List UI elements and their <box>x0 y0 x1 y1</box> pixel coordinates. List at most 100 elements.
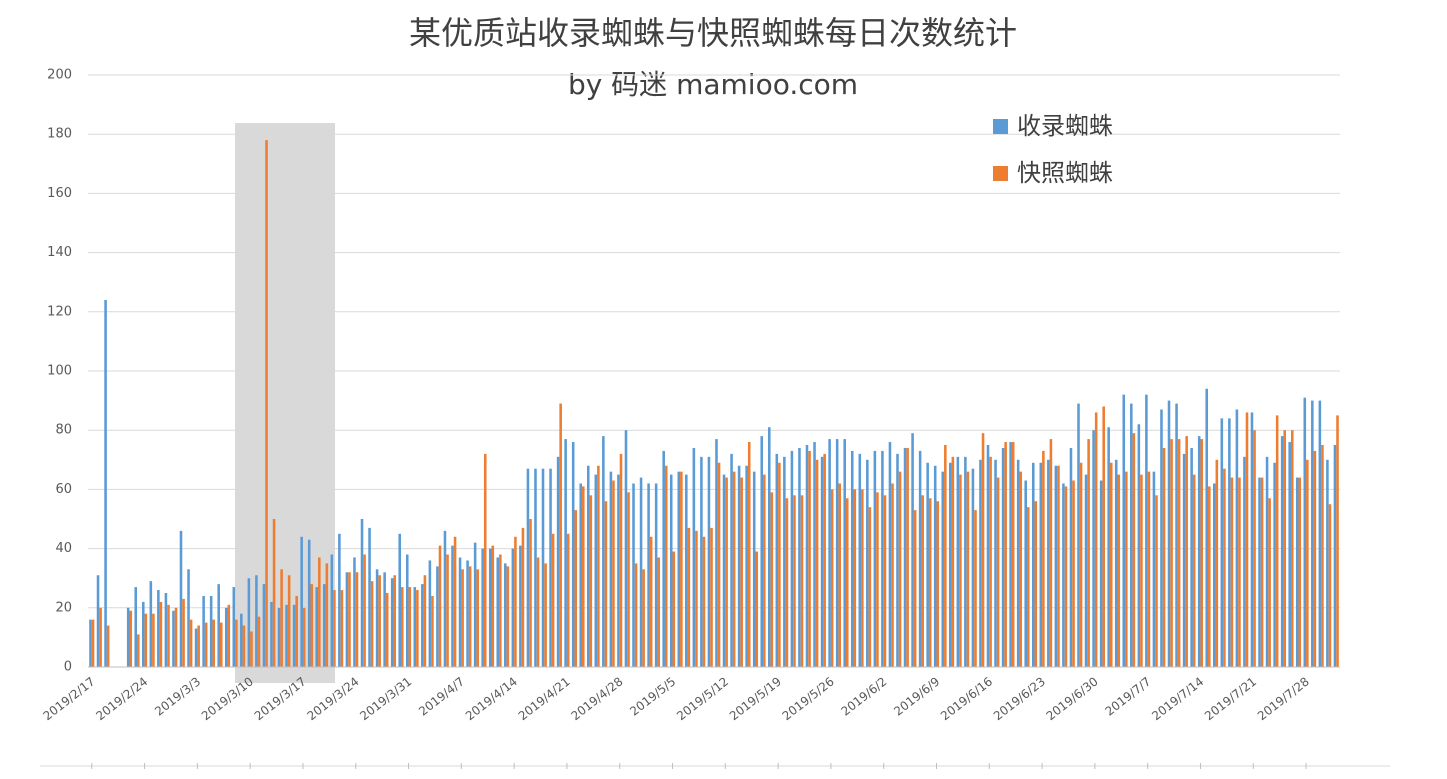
bar <box>310 584 314 667</box>
bar <box>287 575 291 667</box>
bar <box>1147 471 1151 667</box>
bar <box>1057 465 1060 667</box>
bar <box>793 495 796 667</box>
bar <box>393 575 397 667</box>
bar <box>944 445 947 667</box>
bar <box>657 557 660 667</box>
bar <box>830 489 834 667</box>
bar <box>979 459 982 667</box>
bar <box>551 533 555 667</box>
bar <box>142 601 145 667</box>
bar <box>451 545 454 667</box>
bar <box>355 572 359 667</box>
bar <box>149 581 153 667</box>
y-tick-label: 180 <box>47 127 72 142</box>
bar <box>1223 468 1226 667</box>
x-tick-label: 2019/7/14 <box>1149 674 1206 723</box>
bar <box>707 456 711 667</box>
bar <box>405 554 409 667</box>
bar <box>1238 477 1241 667</box>
bar <box>340 590 344 667</box>
bar <box>1160 409 1163 667</box>
bar <box>1077 403 1080 667</box>
bar <box>375 569 379 667</box>
y-tick-label: 140 <box>47 245 72 260</box>
bar <box>1087 439 1090 667</box>
bar <box>1019 471 1023 667</box>
bar <box>1034 501 1038 667</box>
bar <box>1102 406 1105 667</box>
bar <box>903 447 907 667</box>
bar <box>345 572 349 667</box>
bar <box>416 590 419 667</box>
legend-swatch <box>993 166 1008 181</box>
bar <box>144 613 148 667</box>
bar <box>1208 486 1211 667</box>
x-tick-label: 2019/3/10 <box>199 674 256 723</box>
y-tick-label: 60 <box>55 482 72 497</box>
bar <box>99 607 102 667</box>
bar <box>172 610 175 667</box>
bar <box>866 459 869 667</box>
bar <box>740 477 743 667</box>
bar <box>913 510 917 667</box>
bar <box>217 584 220 667</box>
bar <box>1197 436 1201 667</box>
bar <box>647 483 650 667</box>
bar <box>250 631 253 667</box>
bar <box>277 607 281 667</box>
bar <box>624 430 628 667</box>
bar <box>1220 418 1224 667</box>
bar <box>1243 456 1246 667</box>
bar <box>1152 471 1156 667</box>
bar <box>1275 415 1279 667</box>
bar <box>956 456 960 667</box>
bar <box>519 545 522 667</box>
bar <box>446 554 449 667</box>
x-tick-label: 2019/5/12 <box>674 674 731 723</box>
x-tick-label: 2019/7/21 <box>1202 674 1259 723</box>
bar <box>89 619 92 667</box>
bar <box>858 453 862 667</box>
x-tick-label: 2019/4/14 <box>463 674 520 723</box>
bar <box>768 427 771 667</box>
bar <box>760 436 764 667</box>
bar <box>219 622 223 667</box>
bar <box>669 474 673 667</box>
x-tick-label: 2019/2/17 <box>41 674 98 723</box>
bar <box>182 598 185 667</box>
bar <box>1311 400 1314 667</box>
bar <box>1295 477 1299 667</box>
bar <box>586 465 590 667</box>
bar <box>197 625 200 667</box>
x-tick-label: 2019/2/24 <box>93 674 150 723</box>
bar <box>1280 436 1284 667</box>
bar <box>481 548 484 667</box>
bar <box>461 569 464 667</box>
bar <box>1215 459 1219 667</box>
bar <box>1192 474 1196 667</box>
bar <box>662 450 665 667</box>
bar <box>179 530 183 667</box>
bar <box>933 465 937 667</box>
bar <box>96 575 100 667</box>
bar <box>850 450 854 667</box>
bar <box>1253 430 1256 667</box>
x-tick-label: 2019/6/16 <box>938 674 995 723</box>
bar <box>453 536 457 667</box>
bar <box>1132 433 1136 667</box>
bar <box>333 590 336 667</box>
bar <box>778 462 781 667</box>
bar <box>898 471 902 667</box>
bar <box>521 527 525 667</box>
bar <box>257 616 261 667</box>
bar <box>421 584 424 667</box>
bar <box>921 495 924 667</box>
bar <box>642 569 645 667</box>
bar <box>783 456 786 667</box>
bar <box>280 569 283 667</box>
bar <box>725 477 728 667</box>
bar <box>1318 400 1322 667</box>
y-tick-label: 0 <box>64 660 72 675</box>
